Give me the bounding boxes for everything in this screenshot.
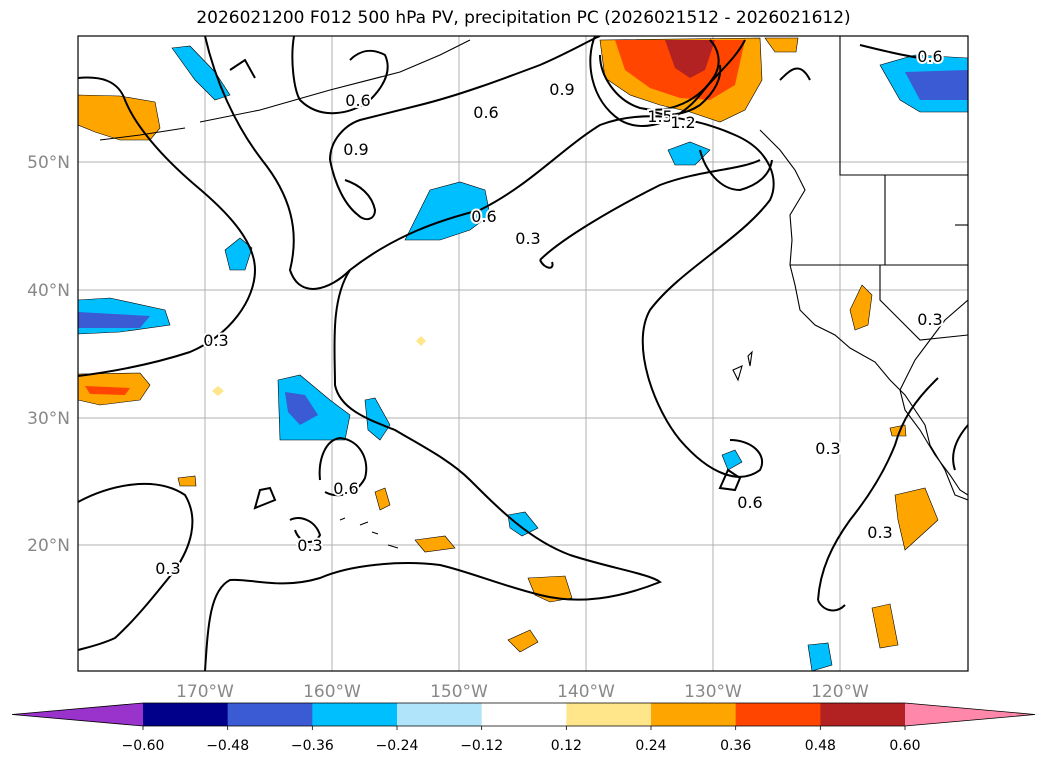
- precip-positive-dot2: [416, 336, 426, 346]
- lat-tick-label: 50°N: [27, 153, 70, 173]
- colorbar-swatch: [481, 703, 567, 726]
- contour-label: 0.6: [471, 207, 496, 226]
- colorbar-swatch: [397, 703, 483, 726]
- contour-label: 0.6: [917, 47, 942, 66]
- contour-label: 1.2: [670, 113, 695, 132]
- gridlines: [78, 36, 968, 671]
- precip-shading: [78, 37, 968, 671]
- contour-label: 0.6: [333, 479, 358, 498]
- contour-labels: 0.6 0.6 0.9 0.6 0.9 1.5 1.2 0.6 0.3 0.3 …: [153, 45, 944, 580]
- lon-tick-label: 150°W: [430, 682, 488, 702]
- precip-positive-ca: [849, 284, 873, 331]
- map-area: [78, 36, 968, 671]
- lon-tick-labels: 170°W 160°W 150°W 140°W 130°W 120°W: [176, 682, 869, 702]
- precip-positive-mex1: [894, 487, 939, 551]
- precip-positive-bc-max: [665, 40, 715, 78]
- precip-negative-sub4: [721, 449, 743, 471]
- colorbar-extend-high: [905, 703, 1035, 726]
- lat-tick-label: 20°N: [27, 536, 70, 556]
- contour-label: 0.6: [473, 103, 498, 122]
- lon-tick-label: 170°W: [176, 682, 234, 702]
- contour-label: 0.6: [345, 91, 370, 110]
- precip-positive-topright: [764, 37, 799, 53]
- lon-tick-label: 120°W: [811, 682, 869, 702]
- colorbar-extend-low: [12, 703, 143, 726]
- precip-positive-dot1: [212, 386, 224, 396]
- contour-label: 0.9: [343, 140, 368, 159]
- colorbar-tick-label: 0.48: [805, 738, 836, 754]
- precip-positive-sub4: [507, 629, 539, 653]
- precip-negative-ne-core: [905, 70, 968, 100]
- precip-positive-west2-core: [85, 386, 130, 395]
- contour-label: 0.3: [297, 536, 322, 555]
- contour-label: 0.3: [203, 331, 228, 350]
- map-title: 2026021200 F012 500 hPa PV, precipitatio…: [196, 8, 851, 28]
- lon-tick-label: 140°W: [557, 682, 615, 702]
- precip-negative-sub: [277, 374, 351, 441]
- colorbar: −0.60 −0.48 −0.36 −0.24 −0.12 0.12 0.24 0.36 0.4…: [11, 702, 1036, 754]
- map-frame: [77, 35, 969, 672]
- lat-tick-label: 40°N: [27, 281, 70, 301]
- colorbar-tick-label: −0.36: [291, 738, 334, 754]
- colorbar-tick-label: −0.48: [206, 738, 249, 754]
- lon-tick-label: 160°W: [303, 682, 361, 702]
- colorbar-swatch: [227, 703, 313, 726]
- precip-positive-sub1: [374, 487, 391, 511]
- contour-label: 0.9: [549, 80, 574, 99]
- precip-negative-west-core: [78, 312, 150, 328]
- lat-tick-labels: 50°N 40°N 30°N 20°N: [27, 153, 70, 556]
- colorbar-swatch: [312, 703, 398, 726]
- coastlines: [99, 36, 968, 549]
- contour-label: 0.3: [867, 523, 892, 542]
- colorbar-swatch: [566, 703, 652, 726]
- colorbar-tick-label: 0.36: [720, 738, 751, 754]
- lat-tick-label: 30°N: [27, 409, 70, 429]
- precip-negative-sub2: [364, 397, 391, 441]
- colorbar-tick-label: 0.24: [635, 738, 666, 754]
- colorbar-tick-label: −0.60: [122, 738, 165, 754]
- colorbar-swatch: [820, 703, 906, 726]
- precip-negative-nw: [171, 45, 231, 101]
- precip-negative-small1: [224, 237, 253, 271]
- colorbar-tick-label: 0.60: [889, 738, 920, 754]
- contour-label: 0.3: [155, 559, 180, 578]
- contour-label: 0.6: [737, 493, 762, 512]
- colorbar-swatch: [651, 703, 737, 726]
- contour-label: 1.5: [647, 107, 672, 126]
- precip-negative-sub-core: [285, 392, 318, 425]
- colorbar-tick-label: −0.24: [376, 738, 419, 754]
- precip-positive-sub2: [414, 535, 456, 553]
- precip-positive-mex2: [871, 603, 899, 649]
- precip-positive-small: [177, 475, 197, 487]
- precip-negative-mid: [404, 181, 491, 241]
- colorbar-swatch: [143, 703, 229, 726]
- precip-negative-sub5: [807, 642, 833, 671]
- colorbar-tick-label: −0.12: [460, 738, 503, 754]
- pv-contours: [78, 36, 968, 671]
- colorbar-swatch: [735, 703, 821, 726]
- colorbar-tick-label: 0.12: [551, 738, 582, 754]
- precip-negative-sub3: [507, 511, 539, 537]
- lon-tick-label: 130°W: [684, 682, 742, 702]
- contour-label: 0.3: [815, 439, 840, 458]
- contour-label: 0.3: [917, 310, 942, 329]
- contour-label: 0.3: [515, 229, 540, 248]
